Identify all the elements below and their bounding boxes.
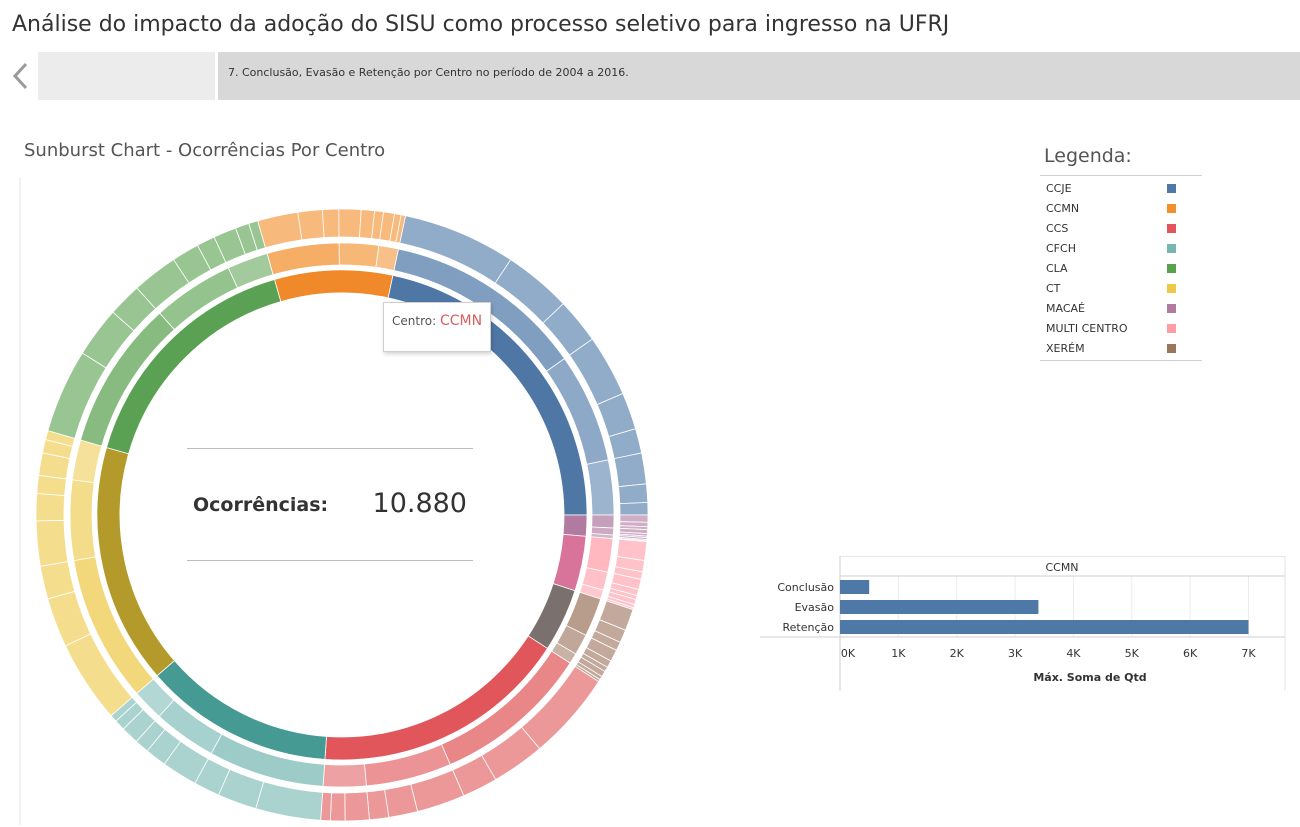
legend-item-label: CFCH [1046, 241, 1076, 255]
bar-tick-label: 1K [891, 647, 906, 660]
sunburst-mid-ccje[interactable] [586, 459, 615, 516]
sunburst-outer-cfch[interactable] [255, 781, 324, 821]
legend-item-label: MULTI CENTRO [1046, 321, 1128, 335]
sunburst-center-ccmn[interactable] [273, 269, 394, 303]
bar-tick-label: 3K [1008, 647, 1023, 660]
legend: Legenda: CCJE CCMN CCS CFCH CLA CT MACAÉ… [1040, 145, 1202, 361]
bar-chart-header: CCMN [1045, 561, 1078, 574]
sunburst-outer-ccs[interactable] [344, 791, 370, 822]
tooltip-value: CCMN [439, 313, 483, 329]
legend-item[interactable]: MACAÉ [1040, 298, 1202, 318]
kpi-box: Ocorrências: 10.880 [187, 448, 473, 561]
legend-swatch [1167, 263, 1176, 273]
legend-item[interactable]: CCMN [1040, 198, 1202, 218]
bar-tick-label: 0K [841, 647, 856, 660]
sunburst-mid-multi[interactable] [585, 536, 614, 573]
bar-category-labels: Conclusão Evasão Retenção [777, 581, 834, 634]
legend-item-label: CCS [1046, 221, 1069, 235]
sunburst-outer-ccje[interactable] [613, 452, 647, 488]
sunburst-outer-ccmn[interactable] [321, 208, 340, 238]
legend-swatch [1167, 303, 1176, 313]
bar-bars[interactable] [840, 580, 1249, 634]
legend-item-label: CLA [1046, 261, 1068, 275]
sunburst-outer-ccje[interactable] [618, 483, 649, 505]
legend-item-label: XERÉM [1046, 341, 1085, 355]
sunburst-title: Sunburst Chart - Ocorrências Por Centro [24, 140, 386, 161]
bar[interactable] [840, 600, 1039, 614]
legend-item-label: CCMN [1046, 201, 1080, 215]
legend-item[interactable]: XERÉM [1040, 338, 1202, 358]
app-title: Análise do impacto da adoção do SISU com… [12, 12, 950, 37]
story-point-previous[interactable] [38, 52, 215, 100]
bar-tick-label: 6K [1183, 647, 1198, 660]
sunburst-arcs[interactable] [35, 208, 649, 822]
sunburst-outer-ccmn[interactable] [257, 211, 303, 249]
legend-swatch [1167, 323, 1176, 333]
legend-item[interactable]: CLA [1040, 258, 1202, 278]
back-arrow-button[interactable] [4, 52, 36, 100]
bar-tick-label: 2K [950, 647, 965, 660]
legend-item[interactable]: CT [1040, 278, 1202, 298]
legend-swatch [1167, 243, 1176, 253]
legend-swatch [1167, 343, 1176, 353]
sunburst-mid-cla[interactable] [227, 253, 274, 289]
sunburst-outer-ccmn[interactable] [297, 209, 325, 241]
bar-category-label: Evasão [795, 601, 835, 614]
kpi-label: Ocorrências: [193, 494, 329, 516]
legend-swatch [1167, 223, 1176, 233]
bar-x-axis-title: Máx. Soma de Qtd [1033, 671, 1146, 684]
legend-swatch [1167, 183, 1176, 193]
sunburst-outer-cla[interactable] [248, 220, 266, 251]
sunburst-outer-ct[interactable] [35, 493, 66, 522]
legend-item-label: MACAÉ [1046, 301, 1085, 315]
bar-category-label: Conclusão [777, 581, 834, 594]
sunburst-center-macae[interactable] [562, 514, 588, 537]
story-point-active[interactable]: 7. Conclusão, Evasão e Retenção por Cent… [218, 52, 1300, 100]
sunburst-mid-ccs[interactable] [322, 763, 367, 788]
legend-title: Legenda: [1044, 145, 1132, 167]
legend-item-label: CT [1046, 281, 1061, 295]
bar-tick-label: 4K [1066, 647, 1081, 660]
legend-swatch [1167, 283, 1176, 293]
kpi-bottom-rule [187, 560, 473, 561]
legend-swatch [1167, 203, 1176, 213]
tooltip: Centro: CCMN [383, 302, 491, 352]
bar[interactable] [840, 580, 870, 594]
sunburst-outer-ccs[interactable] [329, 792, 346, 822]
legend-list: CCJE CCMN CCS CFCH CLA CT MACAÉ MULTI CE… [1040, 175, 1202, 361]
chevron-left-icon [12, 62, 28, 90]
bar-tick-label: 5K [1125, 647, 1140, 660]
sunburst-outer-ccs[interactable] [366, 789, 390, 821]
legend-item[interactable]: MULTI CENTRO [1040, 318, 1202, 338]
bar-chart[interactable]: CCMN Conclusão Evasão Retenção 0K 1K 2K 3K 4K 5… [760, 556, 1290, 696]
kpi-value: 10.880 [372, 488, 467, 519]
story-point-caption: 7. Conclusão, Evasão e Retenção por Cent… [228, 66, 629, 79]
tooltip-key: Centro: [392, 314, 437, 328]
sunburst-outer-ccje[interactable] [619, 502, 649, 516]
sunburst-mid-ct[interactable] [71, 439, 103, 484]
sunburst-mid-ccmn[interactable] [338, 242, 380, 268]
sunburst-outer-ct[interactable] [35, 519, 69, 567]
sunburst-outer-ccmn[interactable] [338, 208, 362, 238]
legend-item[interactable]: CCJE [1040, 178, 1202, 198]
story-navigator: 7. Conclusão, Evasão e Retenção por Cent… [0, 52, 1300, 100]
sunburst-mid-macae[interactable] [591, 514, 615, 529]
legend-item[interactable]: CCS [1040, 218, 1202, 238]
sunburst-center-cla[interactable] [105, 278, 282, 455]
bar-tick-label: 7K [1241, 647, 1256, 660]
sunburst-mid-ct[interactable] [69, 479, 96, 562]
kpi-top-rule [187, 448, 473, 449]
sunburst-chart[interactable] [0, 0, 720, 827]
legend-item[interactable]: CFCH [1040, 238, 1202, 258]
bar-category-label: Retenção [783, 621, 835, 634]
bar[interactable] [840, 620, 1249, 634]
legend-item-label: CCJE [1046, 181, 1072, 195]
sunburst-outer-macae[interactable] [619, 514, 649, 523]
sunburst-center-multi[interactable] [552, 533, 587, 592]
bar-tick-labels: 0K 1K 2K 3K 4K 5K 6K 7K [841, 647, 1256, 660]
